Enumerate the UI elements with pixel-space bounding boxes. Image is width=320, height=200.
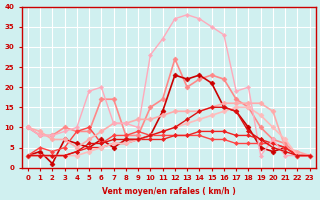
X-axis label: Vent moyen/en rafales ( km/h ): Vent moyen/en rafales ( km/h ) — [102, 187, 236, 196]
